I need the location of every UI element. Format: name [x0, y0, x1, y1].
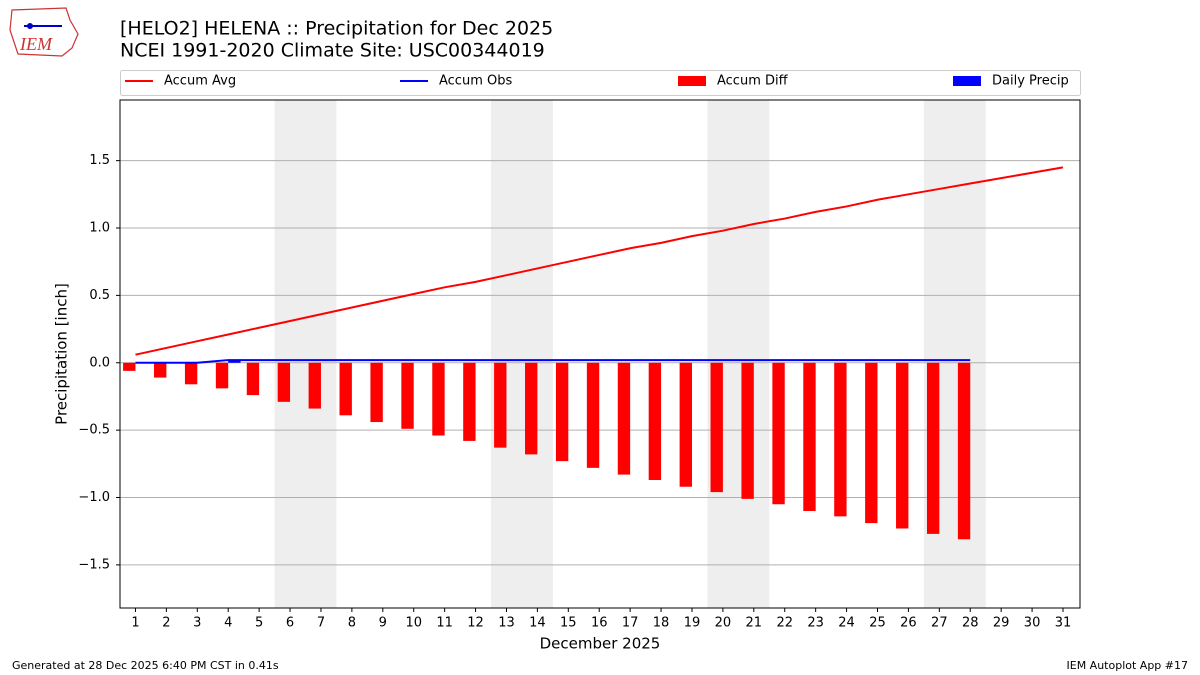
legend-label: Accum Avg	[164, 74, 236, 89]
chart-title: [HELO2] HELENA :: Precipitation for Dec …	[120, 18, 553, 40]
bar	[494, 362, 507, 448]
bar	[432, 362, 445, 436]
bar	[896, 362, 909, 529]
bar	[123, 362, 136, 371]
x-tick-label: 13	[498, 616, 515, 631]
x-tick-label: 9	[379, 616, 387, 631]
bar	[555, 362, 569, 462]
legend-box	[120, 70, 1081, 96]
x-axis-label: December 2025	[540, 635, 661, 653]
bar	[228, 360, 241, 363]
y-tick-label: −1.5	[78, 557, 110, 572]
x-tick-label: 3	[193, 616, 201, 631]
x-tick-label: 23	[807, 616, 824, 631]
weekend-band	[491, 100, 553, 608]
x-tick-label: 11	[436, 616, 453, 631]
logo-text: IEM	[19, 34, 53, 54]
y-tick-label: 1.5	[89, 153, 110, 168]
y-tick-label: −1.0	[78, 490, 110, 505]
y-tick-label: 0.0	[89, 355, 110, 370]
x-tick-label: 17	[622, 616, 639, 631]
bar	[370, 362, 383, 423]
bar	[308, 362, 321, 409]
bar	[926, 362, 940, 534]
bar	[710, 362, 723, 493]
footer-right: IEM Autoplot App #17	[1067, 659, 1189, 672]
x-tick-label: 29	[993, 616, 1010, 631]
logo: IEM	[9, 7, 79, 57]
bar	[586, 362, 600, 468]
x-tick-label: 19	[684, 616, 701, 631]
x-tick-label: 1	[131, 616, 139, 631]
bar	[215, 362, 229, 389]
x-tick-label: 4	[224, 616, 232, 631]
legend-swatch	[678, 76, 706, 86]
y-axis-label: Precipitation [inch]	[53, 283, 71, 425]
x-tick-label: 6	[286, 616, 294, 631]
legend-swatch	[953, 76, 981, 86]
line	[135, 359, 971, 364]
bar	[277, 362, 291, 402]
bar	[834, 362, 847, 517]
x-tick-label: 31	[1055, 616, 1072, 631]
bar	[865, 362, 878, 524]
x-tick-label: 2	[162, 616, 170, 631]
bar	[154, 362, 167, 378]
x-tick-label: 25	[869, 616, 886, 631]
bar	[617, 362, 631, 475]
x-tick-label: 27	[931, 616, 948, 631]
x-tick-label: 21	[746, 616, 763, 631]
x-tick-label: 7	[317, 616, 325, 631]
bar	[741, 362, 754, 499]
x-tick-label: 10	[405, 616, 422, 631]
bar	[184, 362, 198, 385]
footer-left: Generated at 28 Dec 2025 6:40 PM CST in …	[12, 659, 279, 672]
weekend-band	[274, 100, 337, 608]
legend-label: Accum Obs	[439, 74, 512, 89]
line	[135, 166, 1064, 356]
bar	[679, 362, 692, 487]
x-tick-label: 20	[715, 616, 732, 631]
bar	[772, 362, 785, 505]
bar	[525, 362, 538, 455]
x-tick-label: 18	[653, 616, 670, 631]
x-tick-label: 5	[255, 616, 263, 631]
x-tick-label: 30	[1024, 616, 1041, 631]
x-tick-label: 8	[348, 616, 356, 631]
bar	[648, 362, 662, 480]
y-tick-label: −0.5	[78, 423, 110, 438]
plot-frame	[119, 99, 1081, 609]
weekend-band	[707, 100, 770, 608]
legend-label: Daily Precip	[992, 74, 1069, 89]
legend-label: Accum Diff	[717, 74, 789, 89]
x-tick-label: 26	[900, 616, 917, 631]
chart-subtitle: NCEI 1991-2020 Climate Site: USC00344019	[120, 40, 545, 62]
x-tick-label: 28	[962, 616, 979, 631]
x-tick-label: 24	[838, 616, 855, 631]
bar	[803, 362, 816, 511]
bar	[339, 362, 352, 416]
bar	[463, 362, 476, 441]
x-tick-label: 22	[776, 616, 793, 631]
bar	[246, 362, 260, 396]
bar	[401, 362, 414, 429]
bar	[957, 362, 971, 540]
x-tick-label: 12	[467, 616, 484, 631]
x-tick-label: 15	[560, 616, 577, 631]
y-tick-label: 0.5	[89, 288, 110, 303]
x-tick-label: 16	[591, 616, 608, 631]
x-tick-label: 14	[529, 616, 546, 631]
y-tick-label: 1.0	[89, 221, 110, 236]
